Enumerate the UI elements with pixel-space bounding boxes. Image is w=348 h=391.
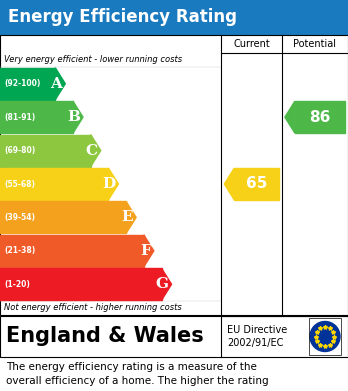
Polygon shape [224,168,234,200]
Text: (1-20): (1-20) [4,280,30,289]
Text: (39-54): (39-54) [4,213,35,222]
Text: C: C [86,143,98,158]
Bar [295,101,345,133]
Text: Energy Efficiency Rating: Energy Efficiency Rating [8,9,237,27]
Text: G: G [156,277,168,291]
Bar [0,316,348,357]
Polygon shape [285,101,295,133]
Text: Potential: Potential [293,39,337,49]
Bar [0,268,161,300]
Text: Very energy efficient - lower running costs: Very energy efficient - lower running co… [4,56,182,65]
Bar [0,168,109,200]
Text: 86: 86 [309,109,331,125]
Text: 65: 65 [246,176,267,192]
Bar [0,101,73,133]
Text: (55-68): (55-68) [4,179,35,188]
Bar [0,235,144,267]
Polygon shape [73,101,83,133]
Polygon shape [161,268,172,300]
Text: D: D [102,177,116,191]
Bar [0,0,348,35]
Polygon shape [144,235,154,267]
Polygon shape [91,135,101,167]
Text: F: F [140,244,151,258]
Bar [0,68,55,100]
Text: (81-91): (81-91) [4,113,35,122]
Text: (92-100): (92-100) [4,79,40,88]
Bar [309,318,341,355]
Text: EU Directive
2002/91/EC: EU Directive 2002/91/EC [227,325,287,348]
Text: A: A [50,77,62,91]
Text: England & Wales: England & Wales [6,326,204,346]
Text: B: B [67,110,80,124]
Text: E: E [121,210,133,224]
Polygon shape [126,201,136,233]
Bar [234,168,279,200]
Text: (21-38): (21-38) [4,246,35,255]
Polygon shape [109,168,118,200]
Bar [0,201,126,233]
Text: Current: Current [233,39,270,49]
Bar [0,135,91,167]
Text: (69-80): (69-80) [4,146,35,155]
Circle shape [310,321,340,352]
Text: The energy efficiency rating is a measure of the
overall efficiency of a home. T: The energy efficiency rating is a measur… [6,362,269,391]
Bar [0,35,348,315]
Text: Not energy efficient - higher running costs: Not energy efficient - higher running co… [4,303,182,312]
Polygon shape [55,68,65,100]
